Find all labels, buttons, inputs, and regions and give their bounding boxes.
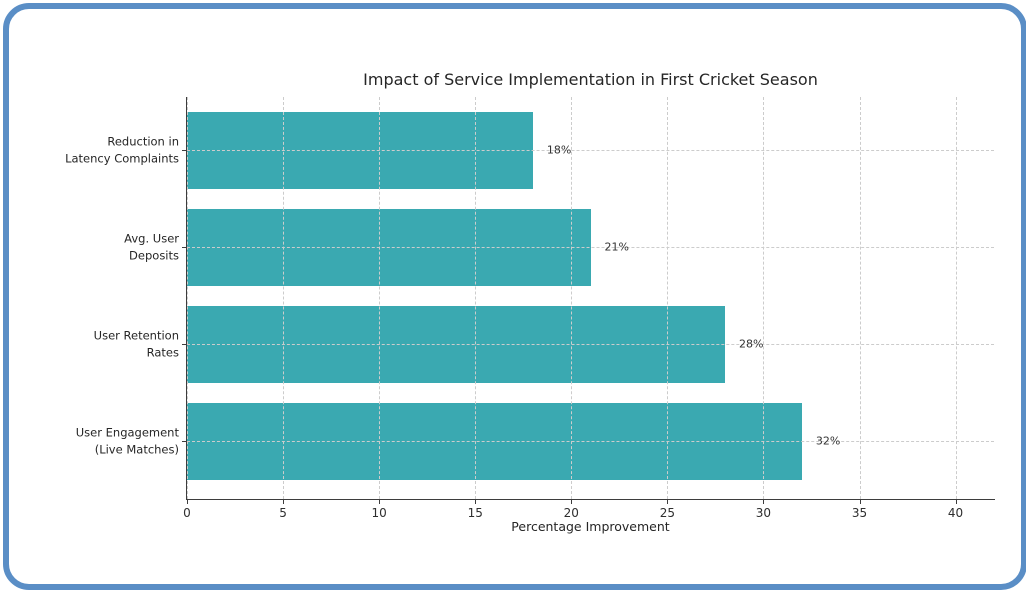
gridline-y-0	[187, 150, 994, 151]
x-axis-spine	[186, 499, 995, 500]
x-tick-label-35: 35	[851, 506, 868, 520]
x-tick-label-20: 20	[563, 506, 579, 520]
gridline-x-0	[187, 97, 188, 499]
category-label-3: User Engagement (Live Matches)	[75, 425, 179, 456]
gridline-x-20	[571, 97, 573, 499]
x-tick-label-0: 0	[183, 506, 191, 520]
category-label-1: Avg. User Deposits	[124, 231, 179, 262]
value-label-0: 18%	[546, 143, 572, 157]
gridline-x-15	[475, 97, 477, 499]
x-tick-25	[667, 500, 669, 504]
x-tick-5	[283, 500, 285, 504]
gridline-x-5	[283, 97, 285, 499]
x-tick-20	[571, 500, 573, 504]
chart-frame: Impact of Service Implementation in Firs…	[3, 3, 1026, 590]
x-tick-15	[475, 500, 477, 504]
value-label-2: 28%	[739, 337, 764, 351]
value-label-1: 21%	[604, 240, 629, 254]
x-tick-35	[859, 500, 861, 504]
x-tick-label-15: 15	[467, 506, 483, 520]
gridline-x-30	[763, 97, 765, 499]
chart-title: Impact of Service Implementation in Firs…	[363, 70, 818, 89]
x-tick-label-30: 30	[755, 506, 772, 520]
x-tick-label-5: 5	[279, 506, 287, 520]
gridline-y-1	[187, 247, 994, 248]
gridline-y-3	[187, 441, 994, 442]
value-label-3: 32%	[815, 434, 841, 448]
gridline-x-10	[379, 97, 381, 499]
y-tick-0	[182, 150, 186, 151]
y-axis-spine	[186, 97, 187, 499]
gridline-x-25	[667, 97, 669, 499]
x-tick-label-10: 10	[371, 506, 387, 520]
gridline-x-35	[859, 97, 861, 499]
category-label-0: Reduction in Latency Complaints	[65, 134, 179, 165]
x-tick-0	[187, 500, 188, 504]
y-tick-3	[182, 441, 186, 442]
plot-area: 0 5 10 15 20 25 30 35 40 Reduction in Latency Com…	[65, 97, 995, 520]
gridline-x-40	[955, 97, 957, 499]
x-tick-label-40: 40	[947, 506, 964, 520]
y-tick-1	[182, 247, 186, 248]
gridline-y-2	[187, 344, 994, 345]
x-tick-30	[763, 500, 765, 504]
x-tick-label-25: 25	[659, 506, 675, 520]
category-label-2: User Retention Rates	[93, 328, 179, 359]
x-tick-10	[379, 500, 381, 504]
x-axis-title: Percentage Improvement	[511, 519, 670, 534]
y-tick-2	[182, 344, 186, 345]
x-tick-40	[955, 500, 957, 504]
